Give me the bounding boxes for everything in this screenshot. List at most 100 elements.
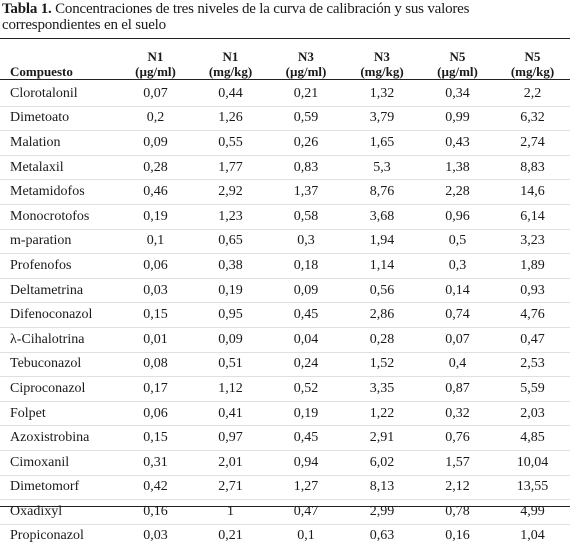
value-cell: 0,51 — [193, 352, 268, 378]
compound-name-cell: Profenofos — [0, 253, 118, 279]
value-cell: 2,12 — [420, 475, 495, 501]
value-cell: 0,52 — [268, 376, 344, 402]
value-cell: 2,28 — [420, 179, 495, 205]
table-row: Ciproconazol 0,17 1,12 0,52 3,35 0,87 5,59 — [0, 376, 570, 402]
compound-name-cell: Azoxistrobina — [0, 425, 118, 451]
value-cell: 0,31 — [118, 450, 193, 476]
value-cell: 0,21 — [268, 82, 344, 107]
table-row: Oxadixyl 0,16 1 0,47 2,99 0,78 4,99 — [0, 499, 570, 525]
table-body: Clorotalonil 0,07 0,44 0,21 1,32 0,34 2,2 Dimet… — [0, 82, 570, 548]
value-cell: 0,93 — [495, 278, 570, 304]
value-cell: 0,07 — [420, 327, 495, 353]
value-cell: 2,74 — [495, 130, 570, 156]
table-row: Deltametrina 0,03 0,19 0,09 0,56 0,14 0,93 — [0, 278, 570, 304]
value-cell: 0,74 — [420, 302, 495, 328]
compound-name-cell: Deltametrina — [0, 278, 118, 304]
table-row: Dimetoato 0,2 1,26 0,59 3,79 0,99 6,32 — [0, 106, 570, 132]
value-cell: 0,06 — [118, 253, 193, 279]
column-unit: (mg/kg) — [360, 64, 404, 79]
value-cell: 1,04 — [520, 528, 545, 544]
compound-name-cell: Metamidofos — [0, 179, 118, 205]
value-cell: 0,21 — [218, 528, 243, 544]
value-cell: 0,08 — [118, 352, 193, 378]
value-cell: 0,1 — [118, 229, 193, 255]
compound-name-cell: λ-Cihalotrina — [0, 327, 118, 353]
value-cell: 0,17 — [118, 376, 193, 402]
value-cell: 4,99 — [495, 499, 570, 525]
value-cell: 0,09 — [268, 278, 344, 304]
value-cell: 0,19 — [268, 401, 344, 427]
compound-name-cell: Malation — [0, 130, 118, 156]
value-cell: 1,89 — [495, 253, 570, 279]
value-cell: 1,32 — [344, 82, 420, 107]
column-unit: (µg/ml) — [437, 64, 478, 79]
value-cell: 0,15 — [118, 302, 193, 328]
column-header: N3 (µg/ml) — [268, 39, 344, 82]
value-cell: 0,87 — [420, 376, 495, 402]
value-cell: 0,83 — [268, 155, 344, 181]
value-cell: 0,46 — [118, 179, 193, 205]
column-level: N1 — [147, 49, 164, 64]
column-unit: (mg/kg) — [510, 64, 555, 79]
value-cell: 0,63 — [369, 528, 395, 544]
value-cell: 0,01 — [118, 327, 193, 353]
value-cell: 0,18 — [268, 253, 344, 279]
table-row: Monocrotofos 0,19 1,23 0,58 3,68 0,96 6,14 — [0, 204, 570, 230]
value-cell: 0,58 — [268, 204, 344, 230]
value-cell: 8,76 — [344, 179, 420, 205]
table-caption: Tabla 1. Concentraciones de tres niveles… — [2, 1, 568, 33]
column-level: N5 — [524, 49, 541, 64]
table-header-row: Compuesto N1 (µg/ml) N1 (mg/kg) N3 (µg/ml) … — [0, 39, 570, 82]
column-level: N3 — [374, 49, 390, 64]
compound-name-cell: Ciproconazol — [0, 376, 118, 402]
value-cell: 0,4 — [420, 352, 495, 378]
compound-name-cell: Clorotalonil — [0, 82, 118, 107]
value-cell: 0,47 — [268, 499, 344, 525]
value-cell: 6,02 — [344, 450, 420, 476]
compound-name-cell: Folpet — [0, 401, 118, 427]
compound-name-cell: m-paration — [0, 229, 118, 255]
value-cell: 0,59 — [268, 106, 344, 132]
value-cell: 0,95 — [193, 302, 268, 328]
value-cell: 0,26 — [268, 130, 344, 156]
column-unit: (µg/ml) — [135, 64, 176, 79]
column-header: N5 (mg/kg) — [495, 39, 570, 82]
value-cell: 0,76 — [420, 425, 495, 451]
value-cell: 0,19 — [193, 278, 268, 304]
value-cell: 1 — [193, 499, 268, 525]
value-cell: 0,78 — [420, 499, 495, 525]
value-cell: 1,26 — [193, 106, 268, 132]
value-cell: 2,86 — [344, 302, 420, 328]
value-cell: 1,22 — [344, 401, 420, 427]
calibration-table: Compuesto N1 (µg/ml) N1 (mg/kg) N3 (µg/ml) … — [0, 39, 570, 548]
value-cell: 0,34 — [420, 82, 495, 107]
compound-name-cell: Dimetomorf — [0, 475, 118, 501]
value-cell: 0,38 — [193, 253, 268, 279]
column-level: N3 — [298, 49, 314, 64]
value-cell: 0,5 — [420, 229, 495, 255]
column-header: N3 (mg/kg) — [344, 39, 420, 82]
value-cell: 0,09 — [118, 130, 193, 156]
value-cell: 0,56 — [344, 278, 420, 304]
value-cell: 5,59 — [495, 376, 570, 402]
table-caption-label: Tabla 1. — [2, 1, 52, 17]
value-cell: 3,79 — [344, 106, 420, 132]
value-cell: 0,1 — [297, 528, 315, 544]
value-cell: 6,32 — [495, 106, 570, 132]
value-cell: 0,43 — [420, 130, 495, 156]
value-cell: 2,03 — [495, 401, 570, 427]
compound-name-cell: Propiconazol — [10, 528, 84, 544]
value-cell: 0,45 — [268, 425, 344, 451]
value-cell: 0,03 — [143, 528, 168, 544]
table-row: Metalaxil 0,28 1,77 0,83 5,3 1,38 8,83 — [0, 155, 570, 181]
column-unit: (mg/kg) — [208, 64, 253, 79]
value-cell: 8,83 — [495, 155, 570, 181]
compound-name-cell: Tebuconazol — [0, 352, 118, 378]
column-header-compound: Compuesto — [10, 64, 73, 79]
value-cell: 0,3 — [268, 229, 344, 255]
value-cell: 0,03 — [118, 278, 193, 304]
value-cell: 0,42 — [118, 475, 193, 501]
value-cell: 4,85 — [495, 425, 570, 451]
value-cell: 1,94 — [344, 229, 420, 255]
value-cell: 0,15 — [118, 425, 193, 451]
